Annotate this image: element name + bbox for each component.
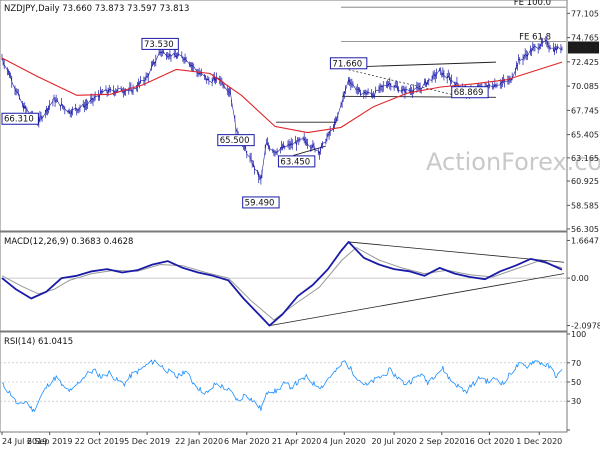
price-level-label-box: [1, 112, 39, 125]
last-price-box: [568, 41, 599, 54]
macd-signal-line: [1, 247, 563, 321]
price-level-label: 65.500: [220, 136, 250, 146]
macd-trendline-upper: [348, 241, 565, 263]
price-y-tick-label: 77.105: [571, 9, 599, 18]
rsi-line: [1, 359, 563, 412]
rsi-y-tick-label: 50: [571, 378, 581, 387]
price-y-tick-label: 63.165: [571, 154, 599, 163]
price-y-axis: 77.105 74.765 72.425 70.085 67.745 65.405 63.1…: [567, 9, 599, 234]
price-y-tick-label: 72.425: [571, 58, 599, 67]
x-tick-label: 22 Jan 2020: [175, 437, 223, 446]
rsi-gridlines: [0, 362, 567, 402]
x-tick-label: 4 Jun 2020: [323, 437, 366, 446]
rsi-series: [1, 359, 563, 412]
price-dashed-line: [348, 69, 471, 100]
price-level-label-box: [217, 134, 255, 147]
price-annotations: 73.530 66.310 65.500 59.490 63.450 71.660 68.8…: [1, 37, 489, 209]
macd-trendlines: [269, 241, 565, 327]
last-price-label: 73.813: [570, 43, 598, 52]
price-y-tick-label: 74.765: [571, 34, 599, 43]
x-tick-label: 24 Jul 2019: [2, 437, 47, 446]
price-level-label: 66.310: [4, 115, 34, 125]
rsi-y-tick-label: 30: [571, 397, 581, 406]
price-level-label-box: [242, 196, 280, 209]
price-level-label: 59.490: [245, 198, 275, 208]
x-tick-label: 6 Sep 2019: [27, 437, 73, 446]
price-level-label: 68.869: [454, 88, 484, 98]
price-panel: ActionForex.com FE 100.0 FE 61.8 73.530 66…: [0, 0, 600, 234]
moving-average-line: [1, 57, 563, 134]
macd-y-tick-label: -2.0978: [571, 322, 600, 331]
price-level-label-box: [277, 155, 316, 168]
price-y-tick-label: 58.585: [571, 201, 599, 210]
price-level-label-box: [329, 57, 368, 70]
macd-y-tick-label: 0.00: [571, 274, 589, 283]
x-tick-label: 1 Dec 2020: [516, 437, 562, 446]
price-level-label-box: [141, 37, 179, 50]
rsi-y-tick-label: 100: [571, 330, 586, 339]
rsi-y-axis: 100 70 50 30: [567, 330, 586, 431]
price-panel-frame: [0, 0, 568, 232]
fib-label: FE 61.8: [519, 32, 551, 42]
rsi-header: RSI(14) 61.0415: [4, 337, 73, 347]
rsi-panel: 100 70 50 30 RSI(14) 61.0415: [0, 330, 586, 433]
fibonacci-lines: FE 100.0 FE 61.8: [341, 0, 566, 42]
x-tick-label: 5 Dec 2019: [124, 437, 170, 446]
price-y-tick-label: 65.405: [571, 131, 599, 140]
price-level-label: 71.660: [332, 59, 362, 69]
price-level-label-box: [451, 86, 489, 99]
moving-average: [1, 57, 563, 134]
x-tick-label: 2 Sep 2020: [419, 437, 465, 446]
x-tick-label: 6 Mar 2020: [224, 437, 270, 446]
macd-y-axis: 1.6647 0.00 -2.0978: [567, 236, 600, 331]
fib-label: FE 100.0: [514, 0, 551, 8]
price-trendline: [342, 61, 496, 68]
price-header: NZDJPY,Daily 73.660 73.873 73.597 73.813: [4, 4, 189, 14]
price-trendlines: [276, 61, 496, 156]
macd-header: MACD(12,26,9) 0.3683 0.4628: [4, 237, 133, 247]
price-level-label: 73.530: [144, 40, 174, 50]
macd-panel: 1.6647 0.00 -2.0978 MACD(12,26,9) 0.3683 0…: [0, 231, 600, 332]
price-y-tick-label: 70.085: [571, 82, 599, 91]
price-y-tick-label: 56.305: [571, 225, 599, 234]
macd-trendline-lower: [269, 273, 565, 327]
price-y-tick-label: 60.925: [571, 177, 599, 186]
price-y-tick-label: 67.745: [571, 106, 599, 115]
watermark-text: ActionForex.com: [426, 148, 600, 176]
price-series: [1, 36, 563, 185]
rsi-y-tick-label: 70: [571, 359, 581, 368]
x-tick-label: 20 Jul 2020: [371, 437, 416, 446]
macd-y-tick-label: 1.6647: [571, 236, 599, 245]
macd-series: [1, 241, 563, 327]
macd-line: [1, 241, 563, 327]
price-level-label: 63.450: [280, 157, 310, 167]
x-tick-label: 16 Oct 2020: [465, 437, 514, 446]
x-tick-label: 22 Oct 2019: [75, 437, 124, 446]
x-tick-label: 21 Apr 2020: [272, 437, 321, 446]
macd-panel-frame: [0, 231, 568, 332]
